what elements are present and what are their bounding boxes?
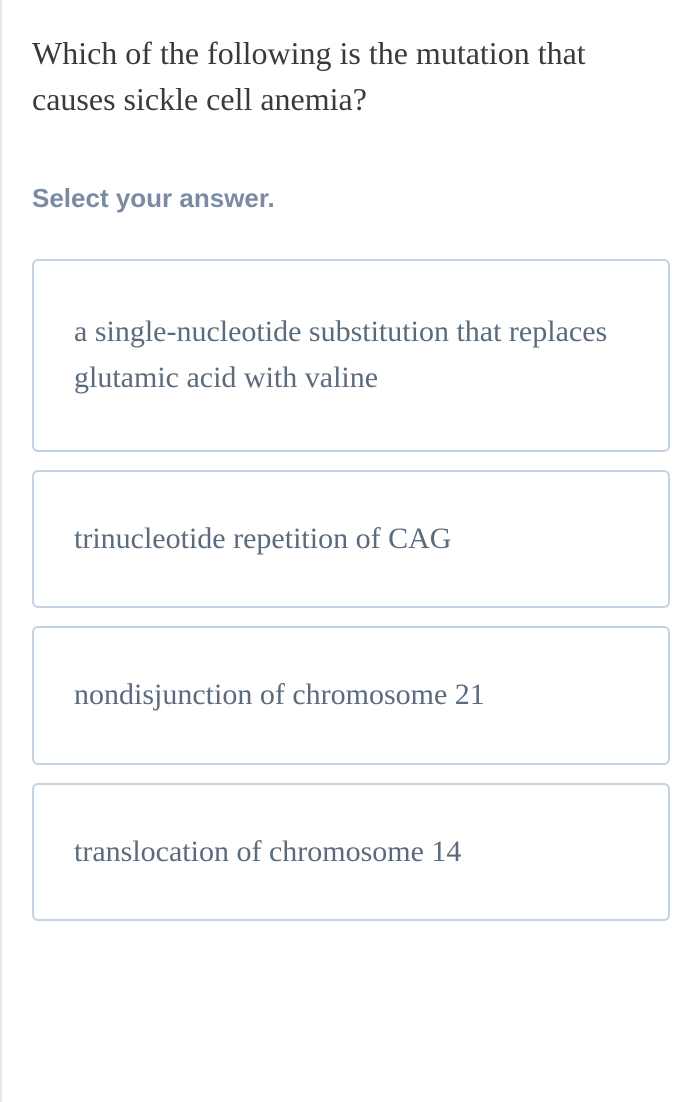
option-text: trinucleotide repetition of CAG bbox=[74, 516, 628, 563]
instruction-text: Select your answer. bbox=[32, 183, 670, 214]
question-text: Which of the following is the mutation t… bbox=[32, 30, 670, 123]
option-text: nondisjunction of chromosome 21 bbox=[74, 672, 628, 719]
option-text: translocation of chromosome 14 bbox=[74, 829, 628, 876]
option-card-1[interactable]: trinucleotide repetition of CAG bbox=[32, 470, 670, 609]
options-list: a single-nucleotide substitution that re… bbox=[32, 259, 670, 922]
option-card-0[interactable]: a single-nucleotide substitution that re… bbox=[32, 259, 670, 452]
option-card-3[interactable]: translocation of chromosome 14 bbox=[32, 783, 670, 922]
option-text: a single-nucleotide substitution that re… bbox=[74, 309, 628, 402]
option-card-2[interactable]: nondisjunction of chromosome 21 bbox=[32, 626, 670, 765]
question-container: Which of the following is the mutation t… bbox=[0, 0, 700, 1102]
